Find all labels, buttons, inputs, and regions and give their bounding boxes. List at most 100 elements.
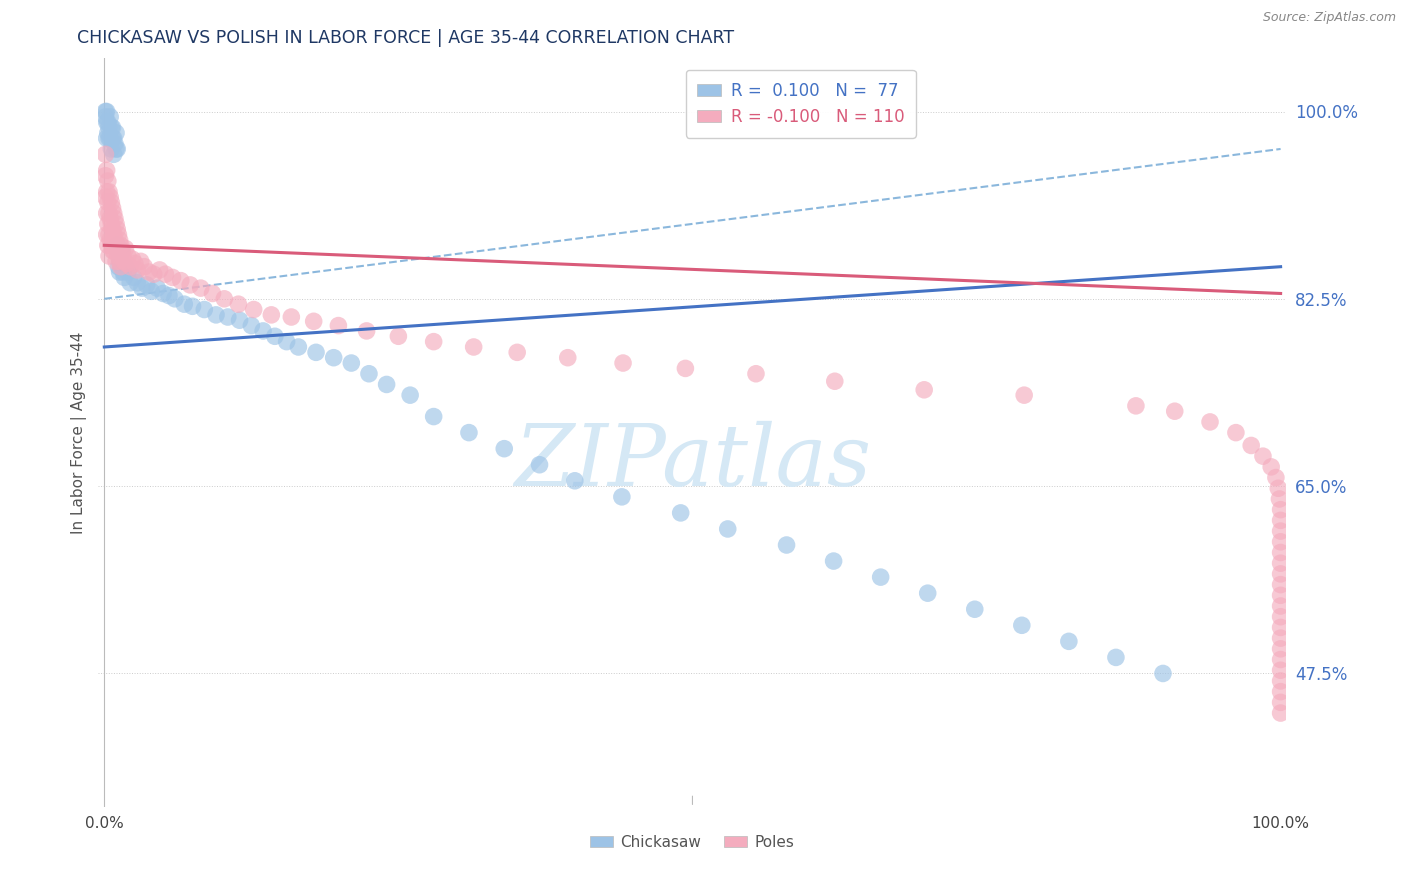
Point [228,297,250,311]
Point [94,169,117,183]
Point [1270,663,1292,677]
Point [131,281,153,295]
Point [242,302,264,317]
Point [114,242,136,256]
Point [107,244,129,258]
Point [612,356,634,370]
Y-axis label: In Labor Force | Age 35-44: In Labor Force | Age 35-44 [72,332,87,533]
Point [155,267,177,281]
Point [1270,631,1292,645]
Point [170,274,193,288]
Point [1260,459,1282,474]
Point [103,227,125,242]
Point [110,238,132,252]
Point [263,329,285,343]
Point [112,254,135,268]
Point [98,190,121,204]
Point [1270,652,1292,666]
Point [100,217,122,231]
Point [117,265,139,279]
Point [775,538,797,552]
Point [146,281,169,295]
Point [1251,449,1274,463]
Point [98,211,121,226]
Point [1240,438,1263,452]
Point [94,104,117,119]
Point [105,142,128,156]
Point [190,281,212,295]
Point [463,340,485,354]
Point [115,256,138,270]
Point [494,442,516,456]
Point [1267,481,1289,495]
Point [97,195,120,210]
Point [1270,534,1292,549]
Point [506,345,529,359]
Text: Source: ZipAtlas.com: Source: ZipAtlas.com [1263,11,1396,24]
Legend: Chickasaw, Poles: Chickasaw, Poles [583,829,801,855]
Point [163,292,186,306]
Point [458,425,481,440]
Point [114,260,136,274]
Point [96,115,118,129]
Point [103,147,125,161]
Point [669,506,692,520]
Point [96,163,118,178]
Point [217,310,239,324]
Point [105,142,128,156]
Point [322,351,344,365]
Point [96,185,118,199]
Point [1057,634,1080,648]
Point [108,254,131,268]
Point [162,270,184,285]
Point [105,244,128,258]
Point [1199,415,1222,429]
Point [98,249,121,263]
Point [1270,684,1292,698]
Point [529,458,551,472]
Point [1270,566,1292,581]
Point [121,252,143,267]
Point [1105,650,1128,665]
Point [110,260,132,274]
Point [399,388,422,402]
Point [105,238,128,252]
Point [104,233,127,247]
Point [96,131,118,145]
Point [120,260,142,274]
Point [824,374,846,388]
Point [963,602,986,616]
Point [135,277,157,292]
Point [100,120,122,135]
Point [97,238,120,252]
Point [1270,556,1292,570]
Point [1152,666,1174,681]
Point [1270,706,1292,720]
Point [869,570,891,584]
Point [101,201,124,215]
Point [105,126,128,140]
Point [105,254,128,268]
Text: CHICKASAW VS POLISH IN LABOR FORCE | AGE 35-44 CORRELATION CHART: CHICKASAW VS POLISH IN LABOR FORCE | AGE… [77,29,734,47]
Text: ZIPatlas: ZIPatlas [513,421,872,504]
Point [105,217,128,231]
Point [94,147,117,161]
Point [745,367,768,381]
Point [157,288,180,302]
Point [1011,618,1033,632]
Point [94,110,117,124]
Point [1012,388,1035,402]
Point [107,227,129,242]
Point [122,270,145,285]
Point [328,318,350,333]
Point [1270,545,1292,559]
Point [107,249,129,263]
Point [104,136,127,151]
Point [214,292,236,306]
Point [105,222,128,236]
Point [305,345,328,359]
Point [97,174,120,188]
Point [1125,399,1147,413]
Point [98,206,121,220]
Point [112,265,135,279]
